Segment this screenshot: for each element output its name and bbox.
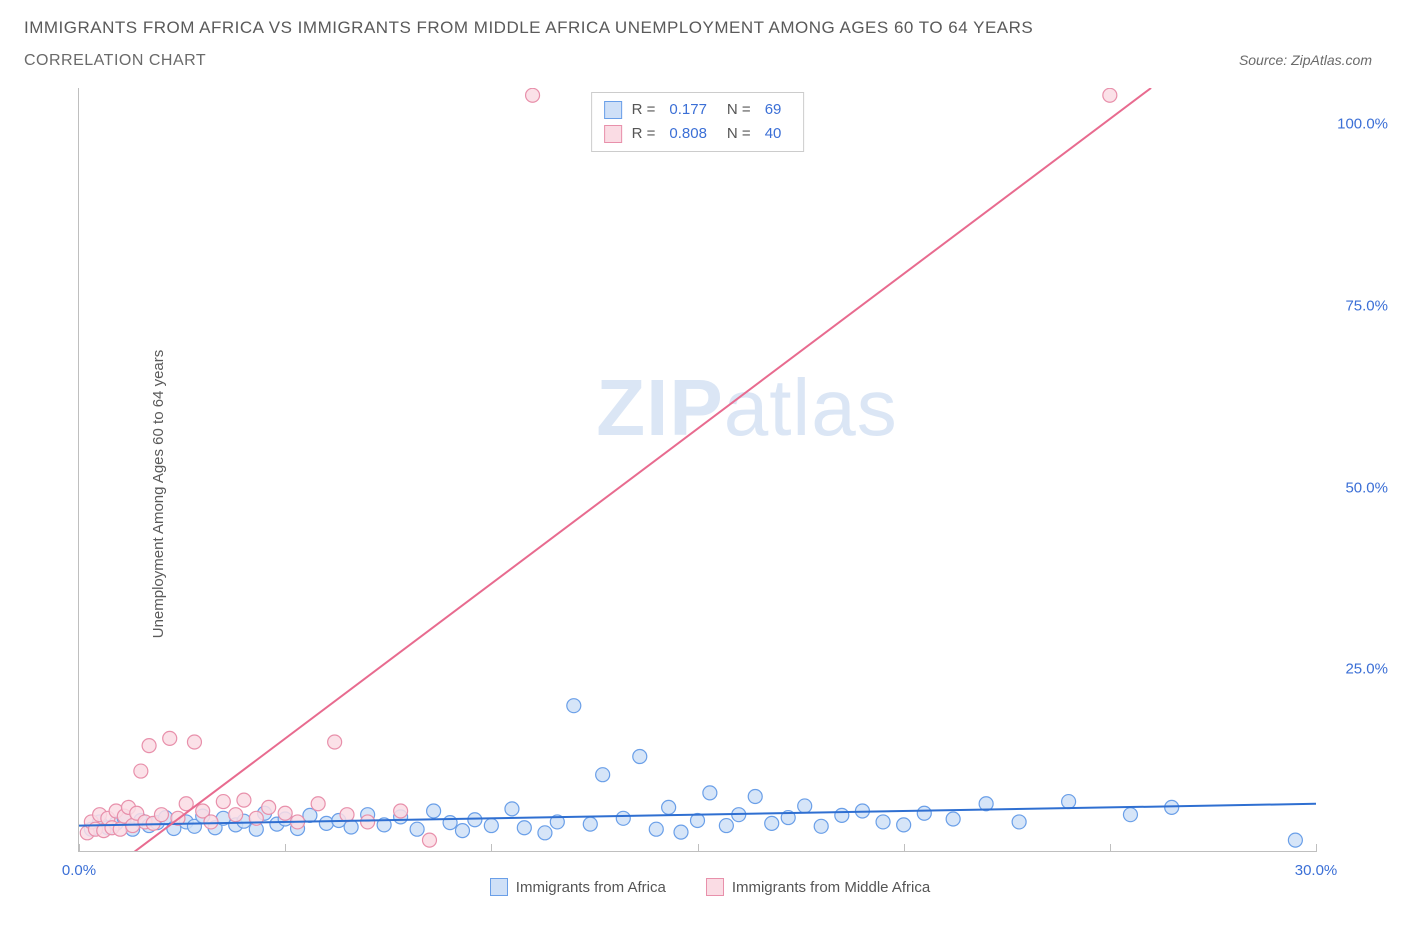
source-label: Source: ZipAtlas.com: [1239, 52, 1382, 68]
r-label: R =: [632, 98, 656, 122]
n-label: N =: [727, 122, 751, 146]
watermark: ZIPatlas: [596, 362, 897, 454]
x-tick: [79, 844, 80, 852]
plot-svg: [79, 88, 1316, 851]
legend-stats-row: R = 0.177 N = 69: [604, 98, 792, 122]
legend-swatch-icon: [604, 101, 622, 119]
r-label: R =: [632, 122, 656, 146]
chart-title: IMMIGRANTS FROM AFRICA VS IMMIGRANTS FRO…: [24, 18, 1382, 38]
x-tick: [285, 844, 286, 852]
legend-item: Immigrants from Middle Africa: [706, 878, 930, 896]
x-tick: [904, 844, 905, 852]
legend-stats-row: R = 0.808 N = 40: [604, 122, 792, 146]
legend-swatch-icon: [706, 878, 724, 896]
chart-subtitle: CORRELATION CHART: [24, 52, 206, 70]
x-tick: [491, 844, 492, 852]
n-label: N =: [727, 98, 751, 122]
legend-swatch-icon: [490, 878, 508, 896]
x-tick: [1316, 844, 1317, 852]
y-tick-label: 25.0%: [1345, 661, 1388, 678]
legend-item-label: Immigrants from Africa: [516, 879, 666, 896]
n-value: 40: [765, 122, 782, 146]
plot-area: ZIPatlas R = 0.177 N = 69 R = 0.808 N = …: [78, 88, 1316, 852]
r-value: 0.177: [669, 98, 707, 122]
y-tick-label: 50.0%: [1345, 479, 1388, 496]
y-tick-label: 100.0%: [1337, 116, 1388, 133]
legend-series: Immigrants from Africa Immigrants from M…: [24, 878, 1396, 896]
legend-item-label: Immigrants from Middle Africa: [732, 879, 930, 896]
n-value: 69: [765, 98, 782, 122]
x-tick: [698, 844, 699, 852]
legend-stats: R = 0.177 N = 69 R = 0.808 N = 40: [591, 92, 805, 152]
r-value: 0.808: [669, 122, 707, 146]
x-tick-label: 0.0%: [62, 862, 96, 879]
y-tick-label: 75.0%: [1345, 298, 1388, 315]
x-tick-label: 30.0%: [1295, 862, 1338, 879]
x-tick: [1110, 844, 1111, 852]
chart-container: Unemployment Among Ages 60 to 64 years Z…: [24, 88, 1396, 900]
legend-item: Immigrants from Africa: [490, 878, 666, 896]
legend-swatch-icon: [604, 125, 622, 143]
